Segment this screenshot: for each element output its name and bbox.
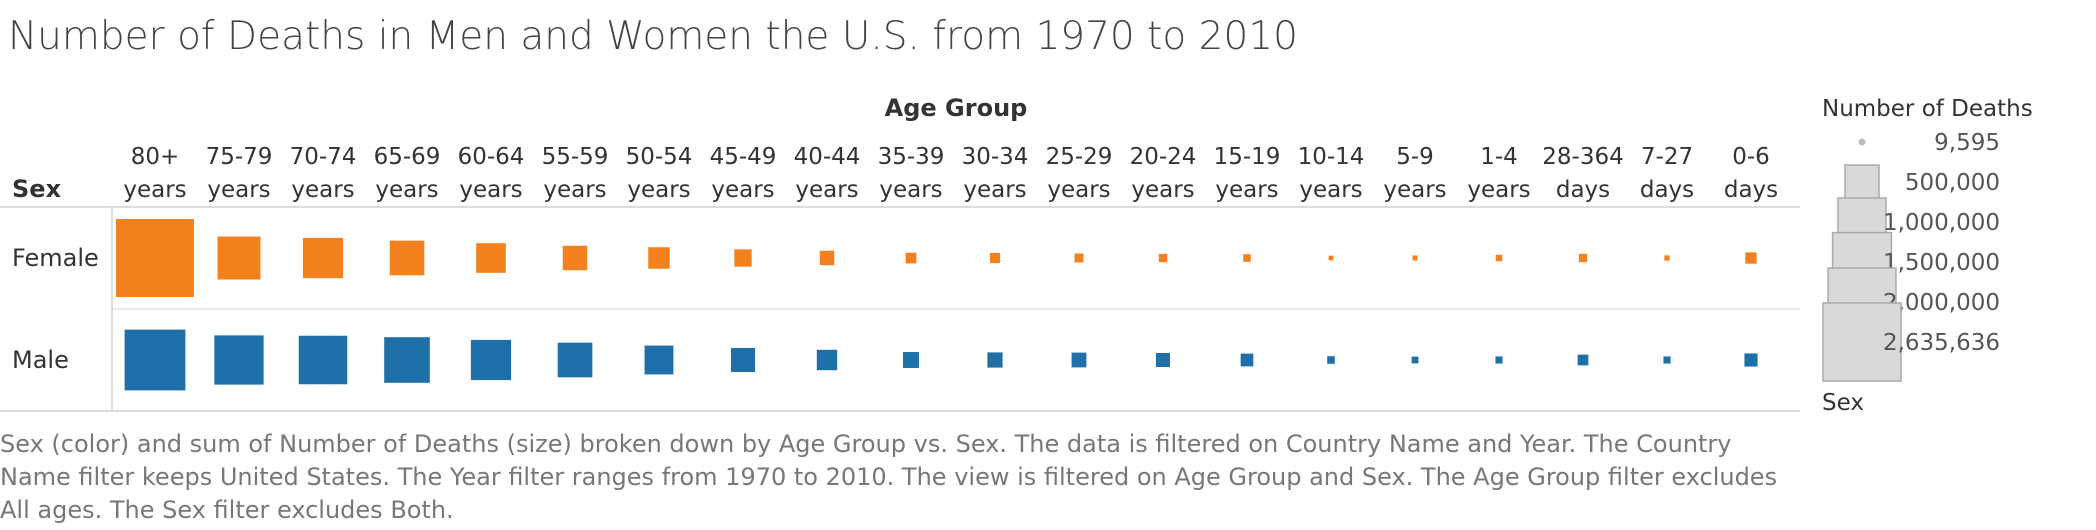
mark-male[interactable] [903,352,919,368]
column-label-line1: 60-64 [458,144,525,170]
mark-male[interactable] [1071,352,1087,368]
mark-female[interactable] [476,243,506,273]
column-label-line2: days [1556,177,1610,203]
mark-male[interactable] [1495,356,1503,364]
row-header: Sex [12,175,62,203]
column-label-line1: 28-364 [1542,144,1623,170]
column-label-line1: 10-14 [1298,144,1365,170]
mark-female[interactable] [1243,254,1251,262]
size-legend-mark [1844,164,1880,200]
size-legend-label: 1,500,000 [1883,250,2000,276]
column-label-line2: years [963,177,1026,203]
column-label-line2: years [1383,177,1446,203]
mark-male[interactable] [384,337,430,383]
mark-female[interactable] [905,252,917,264]
row-label-female: Female [12,244,99,272]
mark-female[interactable] [389,240,425,276]
column-label-line1: 25-29 [1046,144,1113,170]
column-label-line2: years [1215,177,1278,203]
column-label-line1: 50-54 [626,144,693,170]
mark-female[interactable] [648,247,670,269]
mark-female[interactable] [1664,255,1670,261]
column-label-line2: years [459,177,522,203]
mark-female[interactable] [1578,253,1588,263]
column-label-line1: 0-6 [1732,144,1770,170]
mark-female[interactable] [1412,255,1418,261]
mark-male[interactable] [1663,356,1671,364]
column-label-line1: 5-9 [1396,144,1434,170]
size-legend-label: 1,000,000 [1883,210,2000,236]
mark-male[interactable] [214,335,264,385]
mark-female[interactable] [116,219,194,297]
mark-female[interactable] [819,250,835,266]
column-header: Age Group [885,94,1028,122]
mark-male[interactable] [1411,356,1419,364]
column-label-line1: 40-44 [794,144,861,170]
mark-female[interactable] [734,249,752,267]
column-label-line2: days [1724,177,1778,203]
column-label-line1: 55-59 [542,144,609,170]
column-label-line2: years [207,177,270,203]
mark-female[interactable] [1745,252,1757,264]
column-label-line1: 65-69 [374,144,441,170]
mark-male[interactable] [1327,356,1335,364]
mark-female[interactable] [1158,253,1168,263]
column-label-line1: 15-19 [1214,144,1281,170]
column-label-line2: years [879,177,942,203]
column-label-line1: 45-49 [710,144,777,170]
size-legend-label: 500,000 [1905,170,2000,196]
column-label-line1: 7-27 [1641,144,1693,170]
column-label-line2: years [627,177,690,203]
column-label-line2: years [1467,177,1530,203]
mark-male[interactable] [298,335,348,385]
column-label-line2: years [543,177,606,203]
size-legend-title: Number of Deaths [1822,96,2033,122]
color-legend-title: Sex [1822,390,1864,416]
column-label-line2: days [1640,177,1694,203]
column-label-line2: years [795,177,858,203]
mark-male[interactable] [644,345,674,375]
column-label-line1: 70-74 [290,144,357,170]
column-label-line2: years [1299,177,1362,203]
mark-female[interactable] [217,236,261,280]
size-legend-label: 2,000,000 [1883,290,2000,316]
mark-female[interactable] [1074,253,1084,263]
mark-male[interactable] [730,347,756,373]
mark-female[interactable] [1328,255,1334,261]
column-label-line1: 30-34 [962,144,1029,170]
mark-male[interactable] [816,349,838,371]
column-label-line2: years [711,177,774,203]
size-legend-label: 2,635,636 [1883,330,2000,356]
size-legend-label: 9,595 [1934,130,2000,156]
column-label-line2: years [1047,177,1110,203]
chart-svg: Age Group Sex 80+ years 75-79 years 70-74 yea… [0,94,2033,416]
mark-female[interactable] [989,252,1001,264]
chart-caption: Sex (color) and sum of Number of Deaths … [0,430,1778,524]
mark-male[interactable] [1744,353,1758,367]
mark-male[interactable] [987,352,1003,368]
mark-male[interactable] [470,339,512,381]
column-label-line1: 20-24 [1130,144,1197,170]
row-label-male: Male [12,346,69,374]
column-label-line2: years [291,177,354,203]
mark-male[interactable] [1240,353,1254,367]
size-legend-mark [1822,302,1902,382]
column-label-line2: years [123,177,186,203]
column-label-line1: 80+ [131,144,180,170]
chart-title: Number of Deaths in Men and Women the U.… [8,14,1298,59]
column-label-line1: 1-4 [1480,144,1518,170]
size-legend-mark [1858,138,1866,146]
column-label-line1: 75-79 [206,144,273,170]
mark-female[interactable] [562,245,588,271]
mark-female[interactable] [302,237,344,279]
mark-male[interactable] [1155,352,1171,368]
column-label-line2: years [375,177,438,203]
mark-female[interactable] [1495,254,1503,262]
column-label-line1: 35-39 [878,144,945,170]
mark-male[interactable] [1577,354,1589,366]
mark-male[interactable] [124,329,186,391]
mark-male[interactable] [557,342,593,378]
column-label-line2: years [1131,177,1194,203]
